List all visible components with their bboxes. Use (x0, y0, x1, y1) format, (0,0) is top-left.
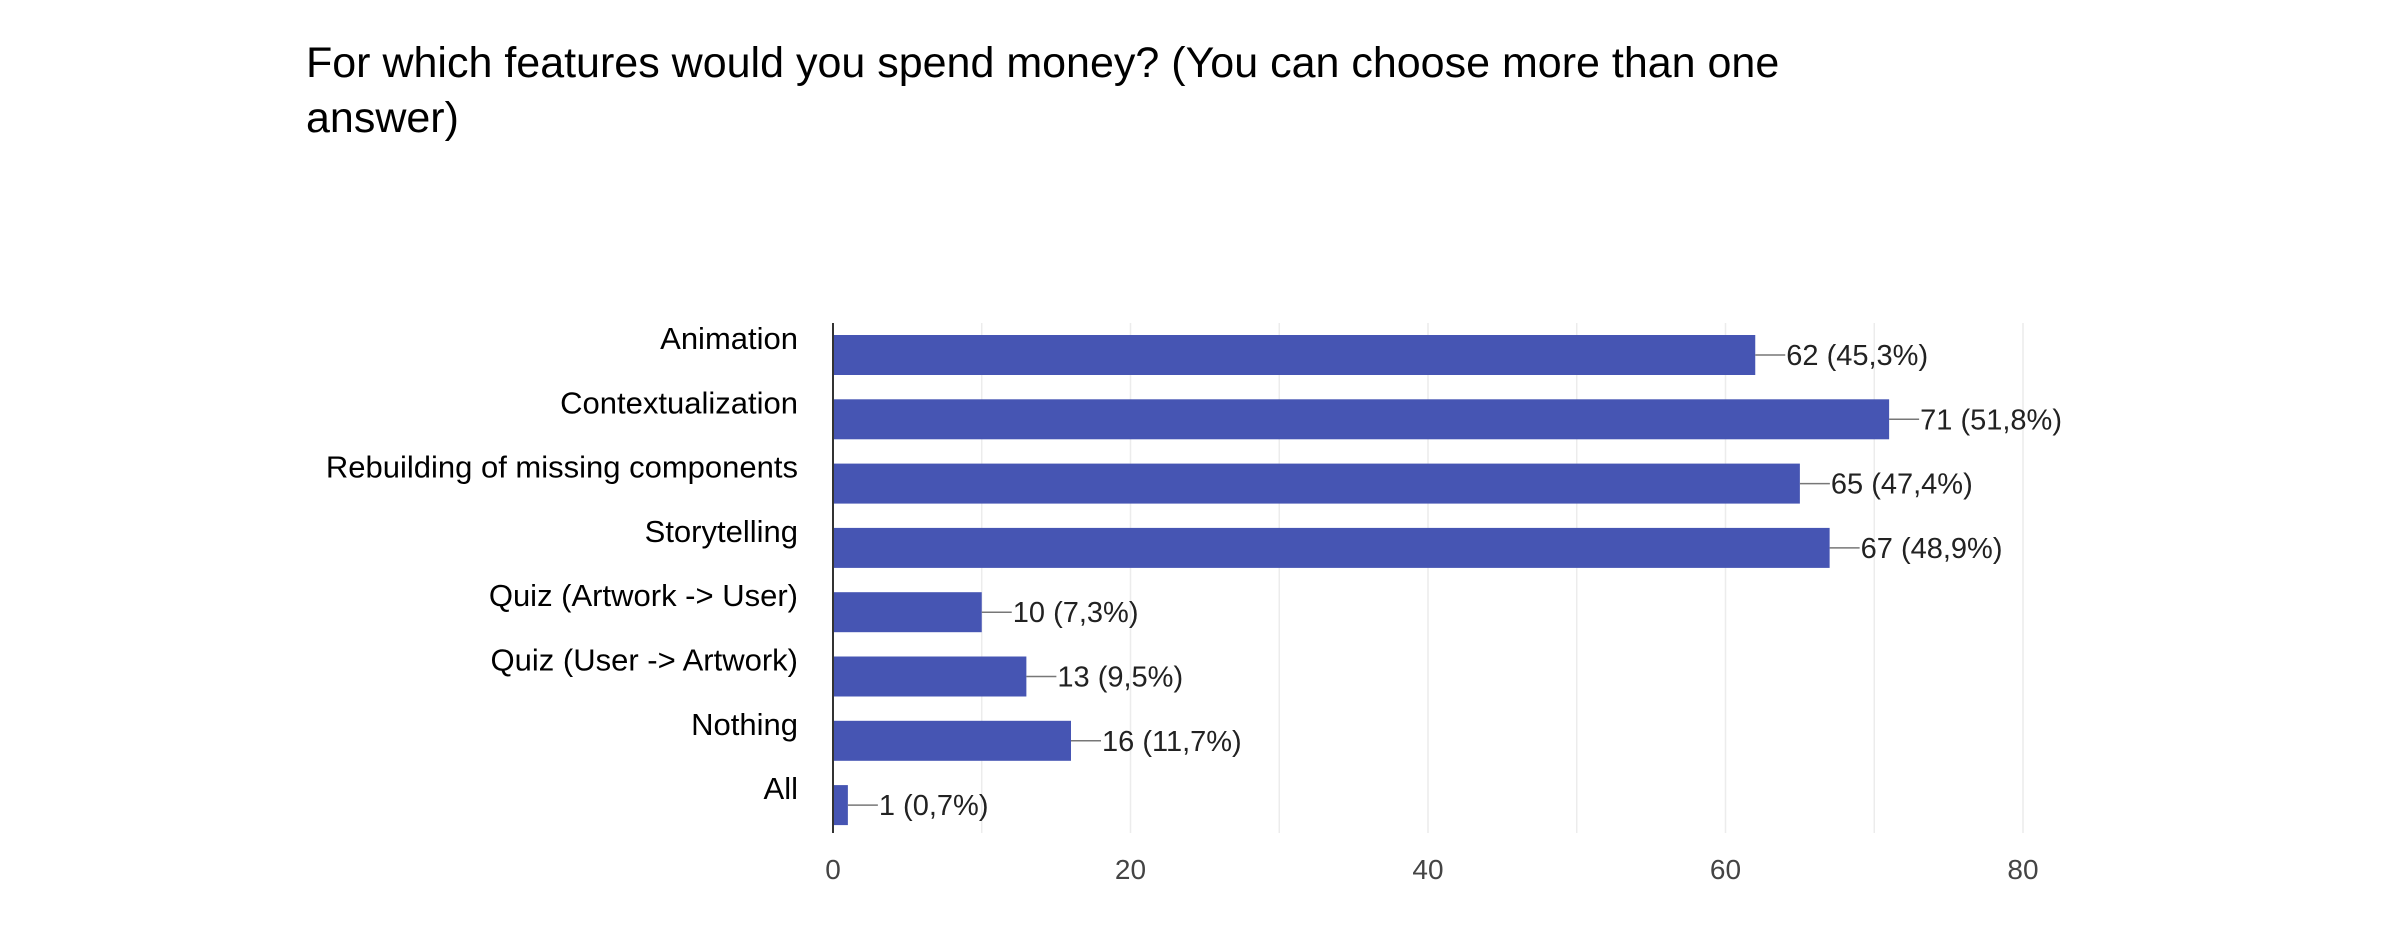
category-label: Rebuilding of missing components (326, 450, 798, 485)
category-label: All (764, 771, 798, 806)
data-label: 62 (45,3%) (1786, 340, 1928, 372)
data-label: 65 (47,4%) (1831, 469, 1973, 501)
x-tick-label: 20 (1115, 854, 1146, 885)
data-labels: 62 (45,3%) 71 (51,8%) 65 (47,4%) 67 (48,9%)… (879, 340, 2062, 822)
category-label: Contextualization (560, 385, 798, 420)
data-label: 67 (48,9%) (1861, 533, 2003, 565)
bar (833, 656, 1027, 697)
bar (833, 463, 1800, 504)
data-label: 13 (9,5%) (1057, 662, 1183, 694)
bar (833, 720, 1071, 761)
category-label: Quiz (Artwork -> User) (489, 578, 798, 613)
x-axis-ticks: 0 20 40 60 80 (825, 854, 2038, 885)
x-tick-label: 40 (1412, 854, 1443, 885)
bar (833, 399, 1890, 440)
category-label: Quiz (User -> Artwork) (491, 643, 798, 678)
data-label: 71 (51,8%) (1920, 404, 2062, 436)
bar (833, 527, 1830, 568)
data-label: 1 (0,7%) (879, 790, 989, 822)
category-label: Animation (660, 321, 798, 356)
category-label: Nothing (691, 707, 798, 742)
bar (833, 785, 848, 826)
chart-title: For which features would you spend money… (306, 39, 1780, 142)
bar (833, 592, 982, 633)
category-labels: Animation Contextualization Rebuilding of … (326, 321, 798, 806)
x-tick-label: 60 (1710, 854, 1741, 885)
data-label: 16 (11,7%) (1102, 726, 1242, 758)
x-tick-label: 0 (825, 854, 841, 885)
data-label: 10 (7,3%) (1013, 597, 1139, 629)
bars (833, 335, 1890, 826)
category-label: Storytelling (645, 514, 798, 549)
bar (833, 335, 1756, 375)
label-connectors (847, 354, 1920, 806)
x-tick-label: 80 (2007, 854, 2038, 885)
